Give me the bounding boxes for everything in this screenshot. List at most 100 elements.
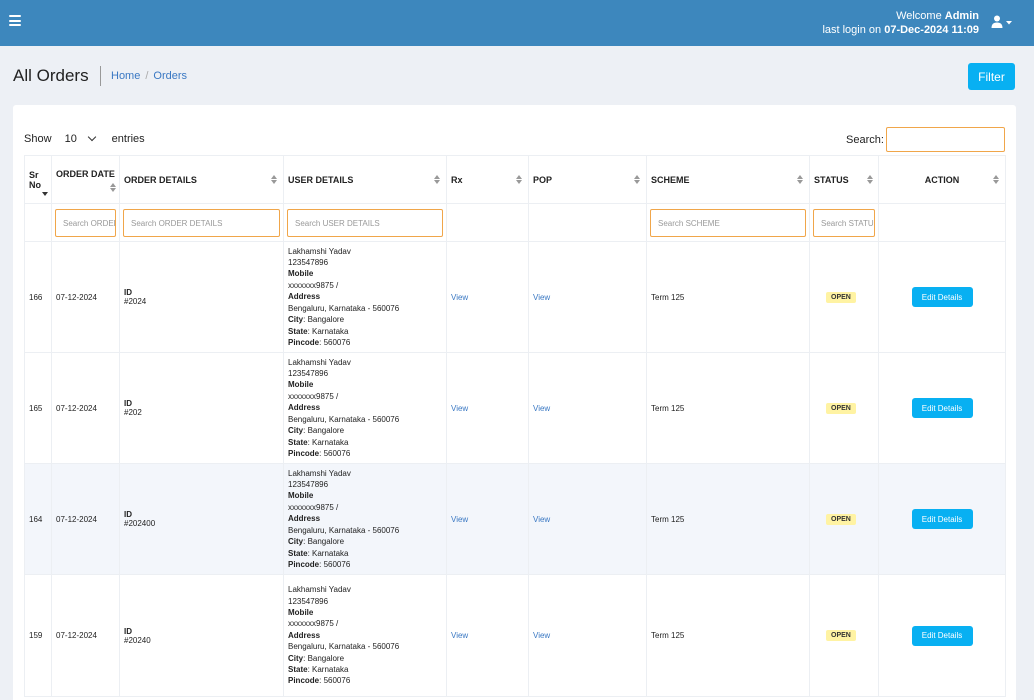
filter-row: Search ORDER DATE Search ORDER DETAILS S… — [24, 203, 1006, 242]
hamburger-icon[interactable] — [9, 15, 21, 26]
edit-details-button[interactable]: Edit Details — [911, 398, 973, 418]
scheme: Term 125 — [646, 352, 810, 464]
page-title: All Orders — [13, 66, 89, 85]
order-details-filter-input[interactable]: Search ORDER DETAILS — [123, 208, 280, 237]
col-label: USER DETAILS — [288, 174, 354, 185]
col-order-date[interactable]: ORDER DATE — [51, 155, 120, 204]
search-input[interactable] — [886, 127, 1005, 152]
col-label: Rx — [451, 174, 463, 185]
rx-cell: View — [446, 574, 529, 697]
col-label: ACTION — [924, 174, 960, 185]
breadcrumb-separator: / — [145, 70, 149, 82]
col-rx[interactable]: Rx — [446, 155, 529, 204]
mobile-label: Mobile — [288, 491, 314, 501]
rx-view-link[interactable]: View — [451, 514, 469, 524]
welcome-block: Welcome Admin last login on 07-Dec-2024 … — [822, 9, 979, 37]
col-status[interactable]: STATUS — [809, 155, 879, 204]
order-id: #2024 — [124, 297, 147, 306]
pop-view-link[interactable]: View — [533, 403, 551, 413]
user-mobile: xxxxxxx9875 / — [288, 502, 339, 512]
entries-value: 10 — [64, 133, 77, 145]
status-filter-input[interactable]: Search STATUS — [813, 208, 875, 237]
sort-icon — [634, 175, 640, 185]
address-label: Address — [288, 292, 321, 302]
col-label: POP — [533, 174, 553, 185]
sort-icon — [797, 175, 803, 185]
order-details: ID #20240 — [119, 574, 284, 697]
filter-cell-empty — [24, 203, 52, 242]
order-date: 07-12-2024 — [51, 241, 120, 353]
sort-icon — [271, 175, 277, 185]
user-address: Bengaluru, Karnataka - 560076 — [288, 414, 400, 424]
action-cell: Edit Details — [878, 463, 1006, 575]
user-details: Lakhamshi Yadav 123547896 Mobile xxxxxxx… — [283, 463, 447, 575]
user-mobile: xxxxxxx9875 / — [288, 280, 339, 290]
sr-no: 165 — [24, 352, 52, 464]
status-cell: OPEN — [809, 574, 879, 697]
table-row: 159 07-12-2024 ID #20240 Lakhamshi Yadav … — [24, 574, 1006, 697]
scheme-filter-input[interactable]: Search SCHEME — [650, 208, 806, 237]
rx-view-link[interactable]: View — [451, 403, 469, 413]
pop-view-link[interactable]: View — [533, 292, 551, 302]
pop-cell: View — [528, 463, 647, 575]
rx-view-link[interactable]: View — [451, 292, 469, 302]
order-details: ID #2024 — [119, 241, 284, 353]
filter-cell: Search STATUS — [809, 203, 879, 242]
breadcrumb-home[interactable]: Home — [111, 70, 141, 82]
order-date-filter-input[interactable]: Search ORDER DATE — [55, 208, 116, 237]
user-phone: 123547896 — [288, 258, 329, 268]
address-label: Address — [288, 514, 321, 524]
col-user-details[interactable]: USER DETAILS — [283, 155, 447, 204]
pincode-label: Pincode — [288, 337, 320, 347]
last-login-time: 07-Dec-2024 11:09 — [884, 24, 979, 36]
sort-icon — [993, 175, 999, 185]
user-pincode: : 560076 — [319, 676, 351, 686]
pop-cell: View — [528, 352, 647, 464]
user-name: Lakhamshi Yadav — [288, 357, 351, 367]
state-label: State — [288, 665, 308, 675]
user-name: Lakhamshi Yadav — [288, 246, 351, 256]
edit-details-button[interactable]: Edit Details — [911, 625, 973, 646]
id-label: ID — [124, 510, 132, 519]
user-icon[interactable] — [991, 15, 1015, 29]
city-label: City — [288, 653, 304, 663]
order-details: ID #202 — [119, 352, 284, 464]
rx-cell: View — [446, 463, 529, 575]
status-badge: OPEN — [826, 513, 856, 525]
order-date: 07-12-2024 — [51, 352, 120, 464]
col-sr-no[interactable]: Sr No — [24, 155, 52, 204]
filter-cell-empty — [528, 203, 647, 242]
user-state: : Karnataka — [307, 548, 349, 558]
filter-cell: Search SCHEME — [646, 203, 810, 242]
col-order-details[interactable]: ORDER DETAILS — [119, 155, 284, 204]
search-label: Search: — [846, 134, 884, 146]
user-details-filter-input[interactable]: Search USER DETAILS — [287, 208, 443, 237]
edit-details-button[interactable]: Edit Details — [911, 287, 973, 307]
table-row: 164 07-12-2024 ID #202400 Lakhamshi Yadav… — [24, 463, 1006, 575]
rx-view-link[interactable]: View — [451, 631, 469, 640]
breadcrumb-orders[interactable]: Orders — [153, 70, 188, 82]
pop-view-link[interactable]: View — [533, 514, 551, 524]
entries-select[interactable]: 10 — [59, 132, 105, 145]
edit-details-button[interactable]: Edit Details — [911, 509, 973, 529]
state-label: State — [288, 326, 308, 336]
user-city: : Bangalore — [303, 315, 345, 325]
col-action[interactable]: ACTION — [878, 155, 1006, 204]
col-label: STATUS — [814, 174, 849, 185]
pop-cell: View — [528, 241, 647, 353]
col-pop[interactable]: POP — [528, 155, 647, 204]
sr-no: 166 — [24, 241, 52, 353]
user-state: : Karnataka — [307, 665, 349, 675]
filter-button[interactable]: Filter — [968, 63, 1015, 90]
status-badge: OPEN — [826, 402, 856, 414]
user-mobile: xxxxxxx9875 / — [288, 619, 339, 629]
col-label: ORDER DETAILS — [124, 174, 197, 185]
user-address: Bengaluru, Karnataka - 560076 — [288, 525, 400, 535]
entries-label: entries — [111, 133, 145, 145]
title-divider — [100, 66, 101, 86]
status-cell: OPEN — [809, 352, 879, 464]
pop-view-link[interactable]: View — [533, 631, 551, 640]
sort-icon — [434, 175, 440, 185]
col-scheme[interactable]: SCHEME — [646, 155, 810, 204]
action-cell: Edit Details — [878, 241, 1006, 353]
